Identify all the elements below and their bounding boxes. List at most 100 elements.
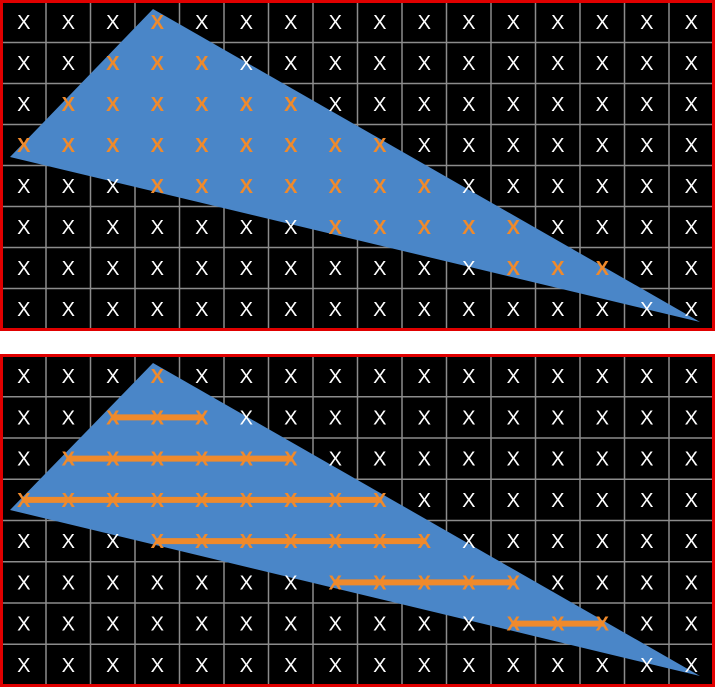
sample-mark: X xyxy=(640,490,653,512)
sample-mark-covered: X xyxy=(106,407,120,429)
sample-mark: X xyxy=(373,449,386,471)
sample-mark-covered: X xyxy=(240,135,254,157)
sample-mark-covered: X xyxy=(329,176,343,198)
sample-mark: X xyxy=(284,299,297,321)
sample-mark: X xyxy=(596,407,609,429)
sample-mark: X xyxy=(418,258,431,280)
sample-mark: X xyxy=(418,407,431,429)
sample-mark: X xyxy=(418,94,431,116)
sample-mark: X xyxy=(17,12,30,34)
sample-mark: X xyxy=(551,135,564,157)
sample-mark: X xyxy=(284,614,297,636)
sample-mark: X xyxy=(106,12,119,34)
sample-mark: X xyxy=(685,176,698,198)
sample-mark: X xyxy=(17,531,30,553)
sample-mark: X xyxy=(418,366,431,388)
sample-mark-covered: X xyxy=(462,572,476,594)
sample-mark: X xyxy=(462,407,475,429)
sample-mark: X xyxy=(640,299,653,321)
sample-mark-covered: X xyxy=(195,176,209,198)
sample-mark: X xyxy=(151,217,164,239)
sample-mark: X xyxy=(62,366,75,388)
triangle xyxy=(10,9,700,322)
sample-mark-covered: X xyxy=(106,449,120,471)
sample-mark: X xyxy=(329,407,342,429)
sample-mark-covered: X xyxy=(151,531,165,553)
sample-mark: X xyxy=(195,299,208,321)
sample-mark-covered: X xyxy=(151,94,165,116)
sample-mark: X xyxy=(551,53,564,75)
sample-mark: X xyxy=(685,12,698,34)
sample-mark: X xyxy=(462,614,475,636)
sample-mark: X xyxy=(685,258,698,280)
sample-mark: X xyxy=(62,53,75,75)
sample-mark: X xyxy=(507,490,520,512)
sample-mark: X xyxy=(284,53,297,75)
sample-mark: X xyxy=(195,655,208,677)
sample-mark: X xyxy=(418,449,431,471)
sample-mark-covered: X xyxy=(284,490,298,512)
sample-mark: X xyxy=(329,655,342,677)
sample-mark: X xyxy=(640,176,653,198)
sample-mark-covered: X xyxy=(507,572,521,594)
sample-mark: X xyxy=(17,217,30,239)
sample-mark: X xyxy=(596,135,609,157)
sample-mark-covered: X xyxy=(151,407,165,429)
sample-mark-covered: X xyxy=(507,614,521,636)
sample-mark: X xyxy=(373,299,386,321)
sample-mark: X xyxy=(106,258,119,280)
sample-mark: X xyxy=(195,217,208,239)
sample-mark-covered: X xyxy=(284,449,298,471)
sample-mark: X xyxy=(551,176,564,198)
sample-mark: X xyxy=(418,655,431,677)
sample-mark: X xyxy=(462,655,475,677)
sample-mark-covered: X xyxy=(507,217,521,239)
sample-mark: X xyxy=(507,531,520,553)
sample-mark: X xyxy=(17,53,30,75)
sample-mark: X xyxy=(418,299,431,321)
sample-mark: X xyxy=(195,614,208,636)
sample-mark: X xyxy=(329,614,342,636)
sample-mark: X xyxy=(106,572,119,594)
sample-mark: X xyxy=(195,366,208,388)
sample-mark-covered: X xyxy=(106,135,120,157)
sample-mark: X xyxy=(418,135,431,157)
sample-mark: X xyxy=(62,572,75,594)
sample-mark: X xyxy=(373,366,386,388)
sample-mark-covered: X xyxy=(507,258,521,280)
sample-mark: X xyxy=(507,12,520,34)
sample-mark-covered: X xyxy=(418,176,432,198)
sample-mark: X xyxy=(507,655,520,677)
sample-mark: X xyxy=(106,531,119,553)
sample-mark: X xyxy=(640,12,653,34)
sample-mark: X xyxy=(17,366,30,388)
sample-mark: X xyxy=(507,366,520,388)
sample-mark: X xyxy=(640,217,653,239)
sample-mark: X xyxy=(62,531,75,553)
sample-mark: X xyxy=(507,176,520,198)
sample-mark: X xyxy=(106,217,119,239)
sample-mark: X xyxy=(640,572,653,594)
sample-mark-covered: X xyxy=(240,94,254,116)
sample-mark: X xyxy=(106,655,119,677)
sample-mark: X xyxy=(17,407,30,429)
sample-mark: X xyxy=(373,614,386,636)
sample-mark: X xyxy=(240,217,253,239)
sample-mark-covered: X xyxy=(151,490,165,512)
sample-mark: X xyxy=(418,53,431,75)
sample-mark: X xyxy=(284,366,297,388)
sample-mark: X xyxy=(551,217,564,239)
sample-mark: X xyxy=(685,655,698,677)
sample-mark-covered: X xyxy=(373,135,387,157)
sample-mark: X xyxy=(685,53,698,75)
sample-mark: X xyxy=(329,449,342,471)
sample-mark: X xyxy=(240,407,253,429)
sample-mark-covered: X xyxy=(17,135,31,157)
sample-mark: X xyxy=(596,176,609,198)
sample-mark: X xyxy=(685,135,698,157)
sample-mark: X xyxy=(373,655,386,677)
sample-mark-covered: X xyxy=(62,94,76,116)
sample-mark: X xyxy=(240,53,253,75)
sample-mark: X xyxy=(596,53,609,75)
sample-mark-covered: X xyxy=(284,94,298,116)
